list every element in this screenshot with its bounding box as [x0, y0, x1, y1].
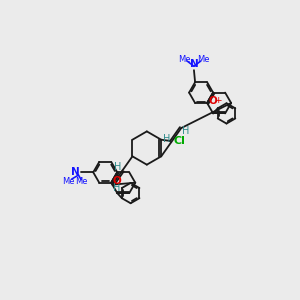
Text: H: H [163, 134, 170, 144]
Text: H: H [113, 183, 121, 193]
Text: N: N [190, 58, 198, 69]
Text: Me: Me [62, 177, 75, 186]
Text: N: N [71, 167, 80, 177]
Text: Me: Me [75, 178, 88, 187]
Text: Me: Me [197, 55, 209, 64]
Text: H: H [182, 126, 190, 136]
Text: Me: Me [178, 55, 191, 64]
Text: +: + [214, 96, 222, 105]
Text: O: O [113, 176, 122, 186]
Text: O: O [209, 96, 218, 106]
Text: H: H [114, 162, 122, 172]
Text: Cl: Cl [174, 136, 186, 146]
